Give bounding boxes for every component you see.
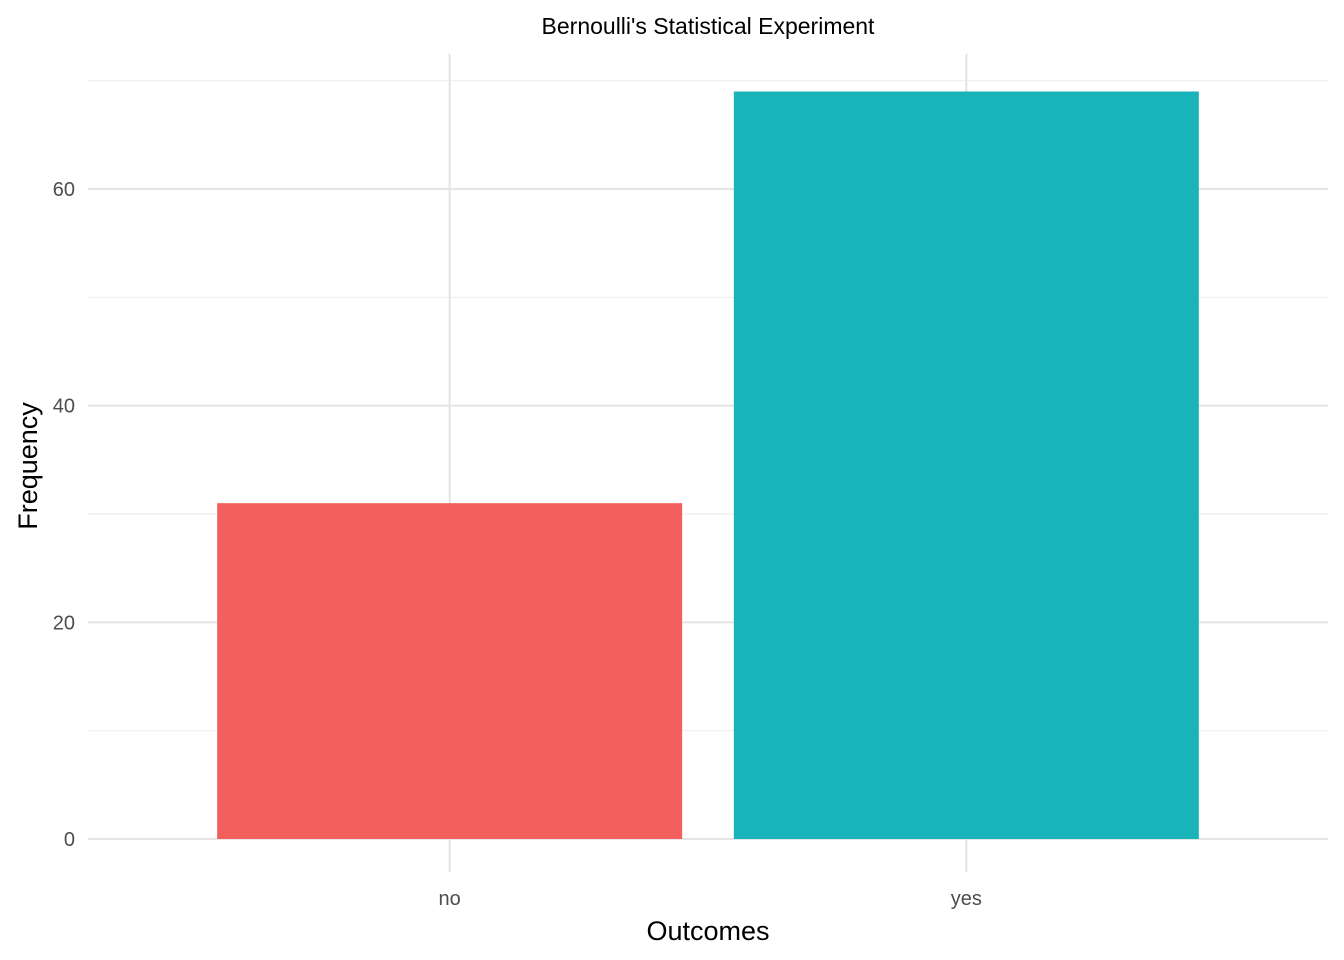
y-tick-label: 20 [53, 612, 75, 634]
bar-no [217, 503, 683, 839]
y-tick-label: 60 [53, 179, 75, 201]
chart-title: Bernoulli's Statistical Experiment [542, 13, 876, 39]
x-axis-ticks: no yes [439, 888, 982, 910]
x-axis-title: Outcomes [646, 916, 769, 946]
y-axis-title: Frequency [13, 402, 43, 530]
bars [217, 91, 1199, 839]
bar-yes [733, 91, 1199, 839]
y-tick-label: 0 [64, 829, 75, 851]
y-axis-ticks: 0 20 40 60 [53, 179, 75, 851]
x-tick-label-no: no [439, 888, 461, 910]
x-tick-label-yes: yes [951, 888, 982, 910]
y-tick-label: 40 [53, 396, 75, 418]
